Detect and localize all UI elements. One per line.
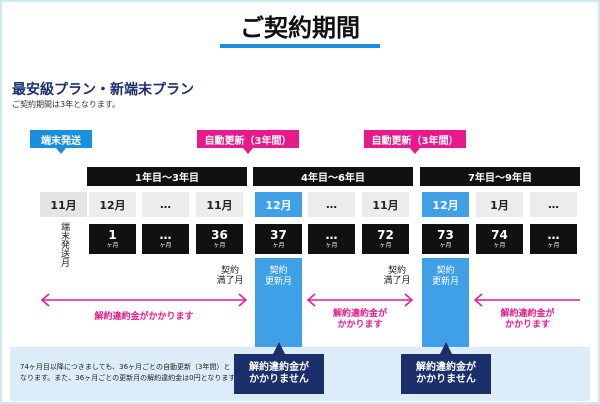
count-cell: … ヶ月 [530, 224, 577, 254]
count-unit: ヶ月 [379, 242, 392, 249]
month-cell: 12月 [422, 192, 469, 217]
callout-pointer [56, 148, 66, 154]
expiry-label: 契約 満了月 [216, 266, 244, 287]
arrow-head [40, 293, 50, 307]
shipping-month-label: 端末発送月 [59, 222, 69, 267]
penalty-note: 解約違約金が かかります [332, 309, 387, 331]
plan-title: 最安級プラン・新端末プラン [12, 82, 194, 98]
month-cell: 12月 [89, 192, 136, 217]
count-cell: 1 ヶ月 [89, 224, 136, 254]
count-cell: … ヶ月 [308, 224, 355, 254]
free-note: 解約違約金が かかりません [401, 354, 491, 394]
count-unit: ヶ月 [213, 242, 226, 249]
count-cell: … ヶ月 [142, 224, 189, 254]
count-number: … [547, 228, 560, 242]
callout-pointer [410, 148, 420, 154]
period-header: 4年目〜6年目 [253, 167, 413, 186]
count-number: … [159, 228, 172, 242]
renewal-bar: 契約 更新月 [255, 258, 302, 347]
count-unit: ヶ月 [106, 242, 119, 249]
arrow-head [473, 293, 483, 307]
count-unit: ヶ月 [272, 242, 285, 249]
count-number: 1 [108, 228, 117, 242]
period-header: 1年目〜3年目 [87, 167, 247, 186]
penalty-note: 解約違約金が かかります [500, 309, 555, 331]
callout: 自動更新（3年間） [197, 130, 299, 148]
month-cell: 11月 [196, 192, 243, 217]
count-number: 37 [270, 228, 287, 242]
count-number: 73 [437, 228, 454, 242]
plan-note: ご契約期間は3年となります。 [12, 100, 121, 109]
count-unit: ヶ月 [493, 242, 506, 249]
renewal-bar: 契約 更新月 [422, 258, 469, 347]
count-unit: ヶ月 [547, 242, 560, 249]
arrow-head [238, 293, 248, 307]
free-pointer [440, 342, 452, 354]
callout: 端末発送 [30, 130, 92, 148]
title-underline [220, 44, 380, 48]
free-pointer [273, 342, 285, 354]
month-cell: … [308, 192, 355, 217]
count-unit: ヶ月 [439, 242, 452, 249]
free-note: 解約違約金が かかりません [234, 354, 324, 394]
count-unit: ヶ月 [159, 242, 172, 249]
count-number: 72 [377, 228, 394, 242]
count-cell: 72 ヶ月 [362, 224, 409, 254]
arrow-head [306, 293, 316, 307]
callout: 自動更新（3年間） [364, 130, 466, 148]
month-cell: 11月 [40, 192, 87, 217]
callout-pointer [243, 148, 253, 154]
month-cell: … [530, 192, 577, 217]
arrow-head [404, 293, 414, 307]
period-header: 7年目〜9年目 [420, 167, 580, 186]
count-cell: 36 ヶ月 [196, 224, 243, 254]
page-title: ご契約期間 [240, 14, 360, 42]
penalty-note: 解約違約金がかかります [94, 312, 194, 322]
footnote: 74ヶ月目以降につきましても、36ヶ月ごとの自動更新（3年間）と なります。また… [20, 363, 242, 383]
count-cell: 37 ヶ月 [255, 224, 302, 254]
month-cell: 1月 [476, 192, 523, 217]
count-unit: ヶ月 [325, 242, 338, 249]
month-cell: 12月 [255, 192, 302, 217]
month-cell: 11月 [362, 192, 409, 217]
count-number: 36 [211, 228, 228, 242]
expiry-label: 契約 満了月 [383, 266, 411, 287]
count-cell: 74 ヶ月 [476, 224, 523, 254]
month-cell: … [142, 192, 189, 217]
count-cell: 73 ヶ月 [422, 224, 469, 254]
count-number: 74 [491, 228, 508, 242]
count-number: … [325, 228, 338, 242]
